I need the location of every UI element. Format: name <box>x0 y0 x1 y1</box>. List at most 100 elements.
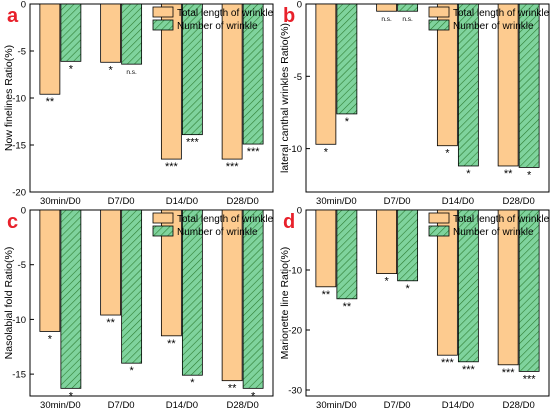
x-tick-label: 30min/D0 <box>40 196 81 207</box>
x-tick-label: D14/D0 <box>442 196 474 207</box>
y-tick-label: -10 <box>288 144 302 155</box>
y-tick-label: -20 <box>288 326 302 337</box>
bar-number-1 <box>397 3 419 12</box>
bar-number-0 <box>336 3 358 115</box>
y-tick-label: -5 <box>18 47 26 58</box>
x-tick-label: D7/D0 <box>384 196 411 207</box>
panel-letter: a <box>7 5 19 27</box>
bar-total-length-1 <box>100 209 122 316</box>
significance-label: *** <box>462 364 476 376</box>
x-tick-label: 30min/D0 <box>40 400 81 411</box>
legend-swatch-number <box>428 19 450 31</box>
significance-label: * <box>69 390 74 402</box>
significance-label: *** <box>523 373 537 385</box>
legend-label-number: Number of wrinkle <box>177 21 258 32</box>
y-tick-label: -5 <box>18 260 26 271</box>
x-tick-label: D7/D0 <box>108 400 135 411</box>
significance-label: n.s. <box>402 16 413 23</box>
significance-label: * <box>69 63 74 75</box>
bar-number-3 <box>518 209 540 372</box>
legend-label-total-length: Total length of wrinkle <box>177 214 274 225</box>
significance-label: * <box>466 168 471 180</box>
significance-label: *** <box>226 161 240 173</box>
bar-number-2 <box>181 209 203 376</box>
y-tick-label: -20 <box>12 188 26 199</box>
y-tick-label: 0 <box>21 0 26 11</box>
chart-panel-b: -10 -5 0 lateral canthal wrinkles Ratio(%)b… <box>279 0 550 207</box>
significance-label: * <box>345 116 350 128</box>
significance-label: *** <box>247 146 261 158</box>
bar-number-2 <box>457 209 479 363</box>
significance-label: * <box>324 146 329 158</box>
significance-label: *** <box>441 357 455 369</box>
significance-label: ** <box>343 301 352 313</box>
bar-total-length-3 <box>221 209 243 382</box>
significance-label: * <box>251 390 256 402</box>
bar-number-1 <box>121 209 143 364</box>
bar-total-length-2 <box>160 209 182 337</box>
bar-total-length-0 <box>315 209 337 288</box>
x-tick-label: D14/D0 <box>442 400 474 411</box>
panel-letter: d <box>283 211 295 233</box>
significance-label: * <box>445 148 450 160</box>
legend-label-number: Number of wrinkle <box>453 21 534 32</box>
significance-label: *** <box>502 367 516 379</box>
legend-swatch-number <box>428 225 450 237</box>
legend-label-number: Number of wrinkle <box>453 227 534 238</box>
bar-number-0 <box>60 3 82 62</box>
significance-label: ** <box>228 383 237 395</box>
x-tick-label: D28/D0 <box>227 196 259 207</box>
y-tick-label: 0 <box>297 206 302 217</box>
significance-label: ** <box>322 289 331 301</box>
significance-label: * <box>384 276 389 288</box>
bar-total-length-2 <box>436 3 458 147</box>
y-tick-label: -15 <box>12 370 26 381</box>
panel-letter: b <box>283 5 295 27</box>
legend-swatch-total-length <box>152 6 174 18</box>
significance-label: n.s. <box>126 69 137 76</box>
legend-swatch-total-length <box>428 212 450 224</box>
significance-label: * <box>48 333 53 345</box>
bar-number-3 <box>242 3 264 145</box>
significance-label: * <box>108 64 113 76</box>
x-tick-label: D28/D0 <box>503 400 535 411</box>
plot-frame <box>305 209 550 397</box>
bar-total-length-2 <box>436 209 458 356</box>
y-axis-label: Now finelines Ratio(%) <box>3 45 15 151</box>
bar-total-length-3 <box>221 3 243 160</box>
significance-label: * <box>527 169 532 181</box>
y-tick-label: -15 <box>12 141 26 152</box>
y-tick-label: 0 <box>21 206 26 217</box>
y-tick-label: -10 <box>12 94 26 105</box>
x-tick-label: D14/D0 <box>166 196 198 207</box>
panel-letter: c <box>7 211 18 233</box>
bar-number-0 <box>336 209 358 300</box>
plot-frame <box>305 3 550 193</box>
y-axis-label: Marionette line Ratio(%) <box>279 247 291 360</box>
legend-label-total-length: Total length of wrinkle <box>453 214 550 225</box>
y-tick-label: -10 <box>12 315 26 326</box>
legend-label-total-length: Total length of wrinkle <box>453 8 550 19</box>
significance-label: * <box>405 283 410 295</box>
bar-number-3 <box>518 3 540 168</box>
x-tick-label: 30min/D0 <box>316 400 357 411</box>
bar-number-1 <box>121 3 143 65</box>
y-axis-label: Nasolabial fold Ratio(%) <box>3 247 15 360</box>
bar-number-3 <box>242 209 264 389</box>
x-tick-label: 30min/D0 <box>316 196 357 207</box>
bar-total-length-3 <box>497 209 519 366</box>
significance-label: *** <box>165 161 179 173</box>
x-tick-label: D14/D0 <box>166 400 198 411</box>
y-tick-label: -10 <box>288 266 302 277</box>
bar-total-length-2 <box>160 3 182 160</box>
significance-label: ** <box>504 168 513 180</box>
significance-label: ** <box>106 317 115 329</box>
x-tick-label: D28/D0 <box>503 196 535 207</box>
bar-total-length-0 <box>39 209 61 332</box>
bar-number-2 <box>457 3 479 167</box>
legend-swatch-total-length <box>152 212 174 224</box>
bar-total-length-3 <box>497 3 519 167</box>
significance-label: ** <box>46 96 55 108</box>
